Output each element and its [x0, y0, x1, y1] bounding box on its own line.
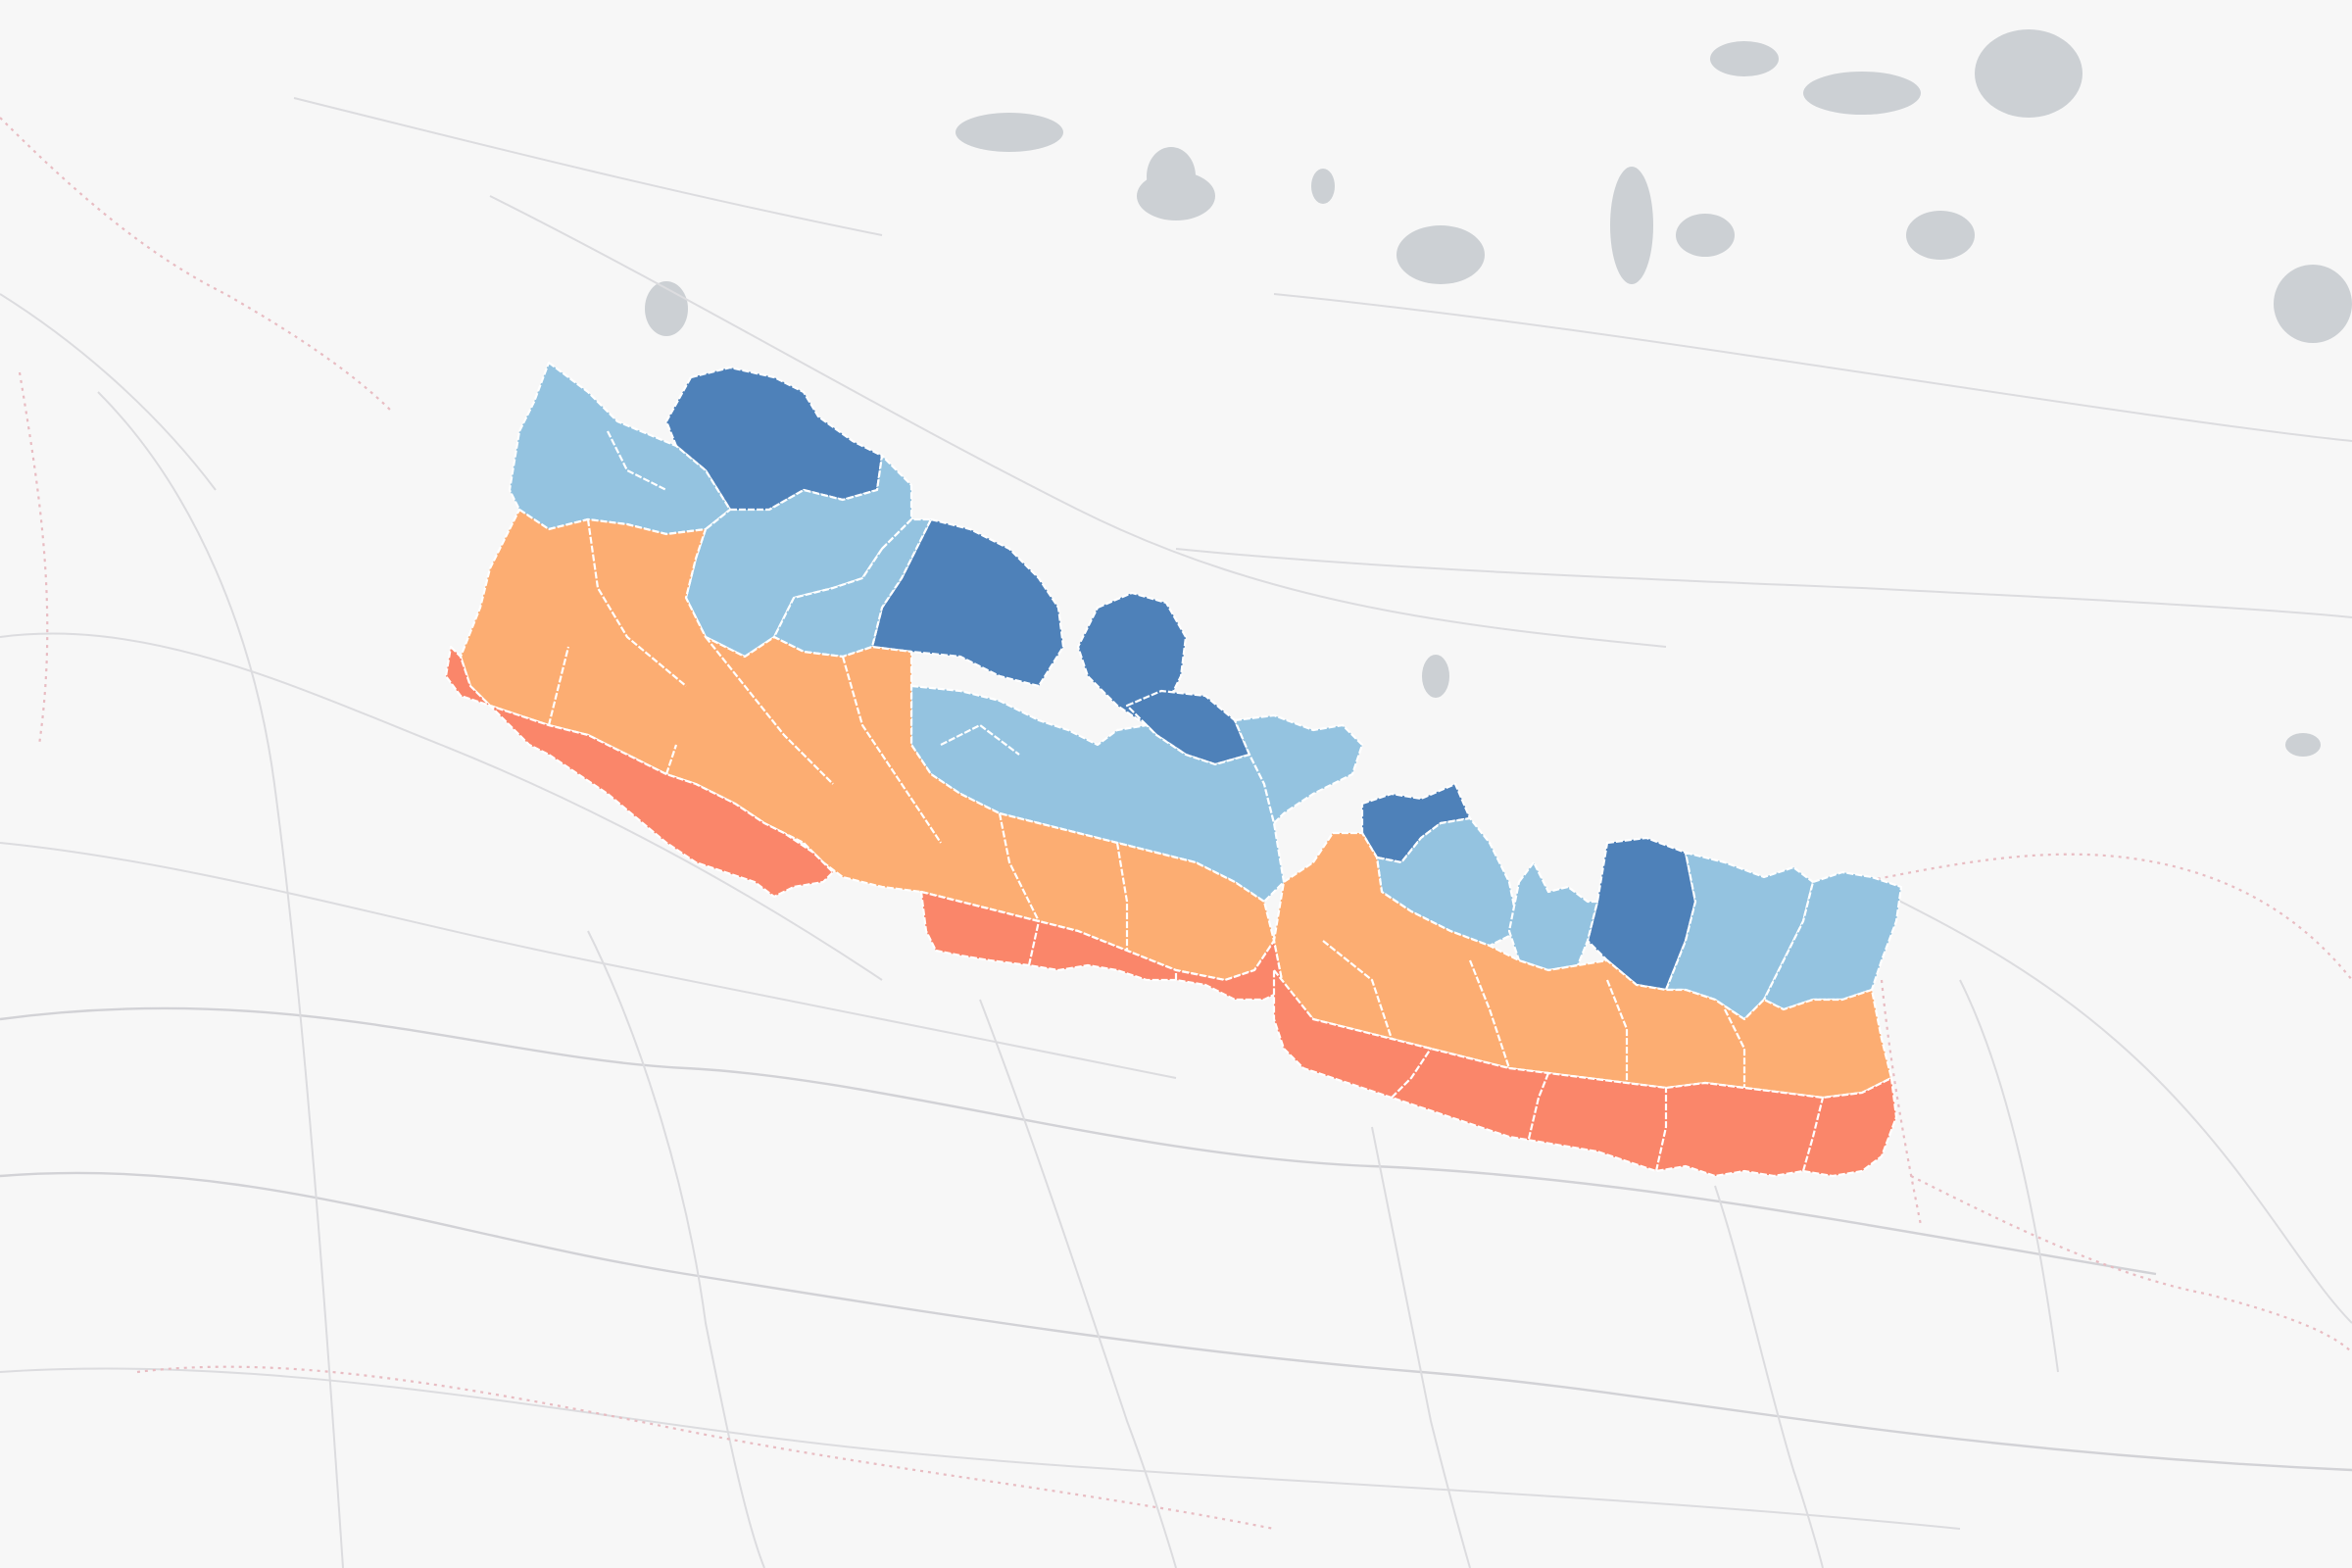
district-internal-boundaries	[547, 430, 1825, 1172]
lake	[1710, 41, 1779, 76]
water-bodies	[645, 29, 2352, 757]
lake	[2285, 733, 2321, 757]
district-region-4b[interactable]	[919, 890, 1286, 1002]
lake	[1906, 211, 1975, 260]
lake	[1396, 225, 1485, 284]
district-region-4a[interactable]	[444, 645, 835, 899]
lake	[1803, 72, 1921, 115]
lake	[1422, 655, 1449, 698]
international-borders	[0, 117, 2352, 1531]
lake	[956, 113, 1063, 152]
lake	[1610, 167, 1653, 284]
lake	[1147, 147, 1196, 206]
district-region-2e[interactable]	[1233, 713, 1364, 825]
district-region-2b[interactable]	[684, 454, 913, 659]
lake	[1311, 169, 1335, 204]
road-network	[0, 97, 2352, 1568]
lake	[1975, 29, 2082, 118]
district-region-2g[interactable]	[1507, 860, 1599, 972]
lake	[2274, 265, 2352, 343]
choropleth-districts	[444, 361, 1903, 1178]
lake	[1676, 214, 1735, 257]
district-region-4c[interactable]	[1272, 968, 1898, 1178]
